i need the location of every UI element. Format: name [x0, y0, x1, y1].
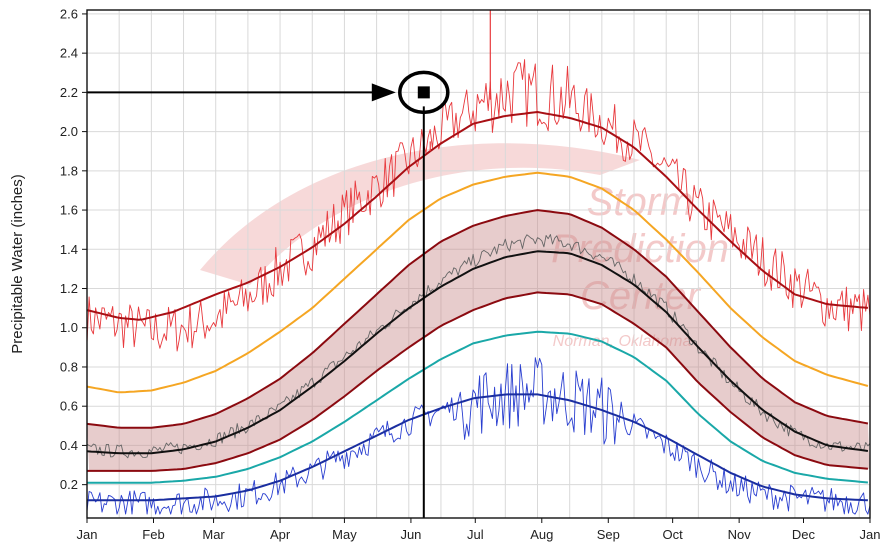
y-tick-label: 2.6: [60, 6, 78, 21]
y-tick-label: 1.6: [60, 203, 78, 218]
plot-frame: [86, 9, 871, 519]
x-tick-label: Apr: [270, 527, 291, 542]
y-tick-label: 2.2: [60, 85, 78, 100]
series-min_moving_avg: [87, 393, 868, 502]
y-tick-label: 0.2: [60, 477, 78, 492]
x-tick-label: Jan: [860, 527, 881, 542]
y-tick-label: 2.4: [60, 46, 78, 61]
x-tick-label: Jul: [467, 527, 484, 542]
y-tick-label: 2.0: [60, 124, 78, 139]
y-tick-label: 0.8: [60, 359, 78, 374]
x-tick-label: Jan: [77, 527, 98, 542]
x-axis-ticks: Jan Feb Mar Apr May Jun Jul Aug Sep Oct Nov Dec Jan: [77, 518, 881, 542]
annotation-marker: [417, 86, 430, 99]
x-tick-label: May: [332, 527, 357, 542]
band-area: [87, 210, 870, 471]
y-tick-label: 0.6: [60, 399, 78, 414]
y-tick-label: 1.2: [60, 281, 78, 296]
x-tick-label: Aug: [530, 527, 553, 542]
x-tick-label: Mar: [202, 527, 225, 542]
percentile-band: [87, 210, 870, 471]
series-max_observed: [86, 59, 871, 352]
series-min_observed: [86, 357, 871, 515]
x-tick-label: Nov: [728, 527, 752, 542]
y-tick-label: 1.8: [60, 163, 78, 178]
y-tick-label: 0.4: [60, 438, 78, 453]
annotation-circle: [398, 70, 450, 115]
x-tick-label: Feb: [142, 527, 164, 542]
watermark-text: Center: [580, 274, 702, 318]
series-percentile_10: [87, 291, 868, 472]
x-tick-label: Dec: [792, 527, 816, 542]
series-max_moving_avg: [86, 111, 868, 321]
y-tick-label: 1.0: [60, 320, 78, 335]
series-percentile_90: [86, 209, 869, 429]
series-mean: [86, 250, 869, 455]
series-mean_observed: [86, 234, 871, 459]
x-tick-label: Oct: [663, 527, 684, 542]
x-tick-label: Sep: [597, 527, 620, 542]
series-lines: [86, 10, 871, 515]
x-tick-label: Jun: [400, 527, 421, 542]
series-percentile_1: [87, 330, 868, 484]
y-axis-label: Precipitable Water (inches): [9, 174, 26, 354]
watermark-text: Storm: [587, 180, 694, 224]
series-percentile_99: [86, 171, 869, 394]
watermark-swoosh: [200, 143, 640, 285]
y-axis-ticks: 0.2 0.4 0.6 0.8 1.0 1.2 1.4 1.6 1.8 2.0 2.2 2.4 2.6: [60, 6, 87, 492]
annotation-arrowhead: [371, 83, 396, 102]
y-tick-label: 1.4: [60, 242, 78, 257]
annotation: [87, 70, 450, 518]
